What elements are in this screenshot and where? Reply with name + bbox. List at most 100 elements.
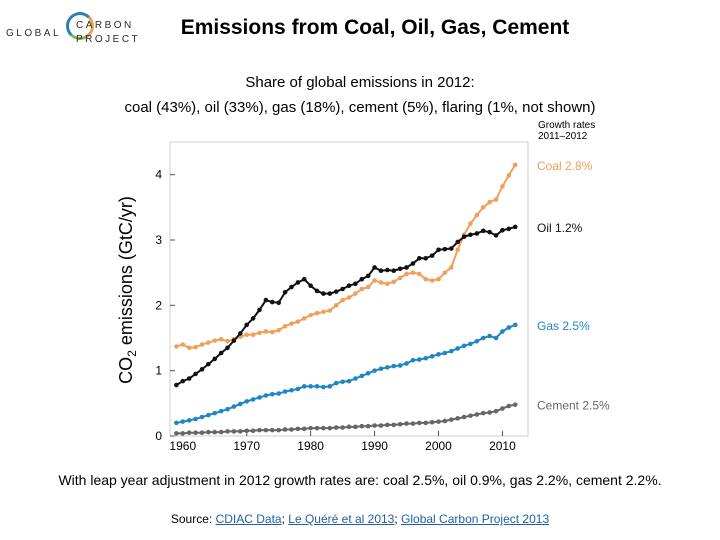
data-point-gas: [506, 325, 512, 330]
y-axis-label: CO2 emissions (GtC/yr): [116, 196, 139, 384]
data-point-cement: [257, 427, 262, 433]
subtitle-line-1: Share of global emissions in 2012:: [245, 74, 475, 91]
series-layer: [174, 162, 518, 436]
y-tick-label: 3: [155, 233, 162, 247]
data-point-cement: [353, 424, 358, 430]
data-point-coal: [289, 321, 294, 326]
data-point-gas: [282, 389, 288, 394]
data-point-coal: [442, 270, 448, 275]
data-point-cement: [308, 425, 313, 431]
data-point-gas: [231, 404, 237, 409]
data-point-gas: [263, 393, 269, 398]
x-tick-label: 2010: [489, 439, 516, 453]
series-line-coal: [176, 164, 517, 349]
data-point-cement: [199, 430, 205, 436]
data-point-oil: [314, 288, 320, 294]
data-point-oil: [455, 239, 460, 245]
data-point-coal: [493, 197, 499, 202]
data-point-coal: [186, 345, 192, 351]
data-point-gas: [244, 399, 250, 404]
le-quere-link[interactable]: Le Quéré et al 2013: [288, 512, 395, 526]
data-point-oil: [231, 338, 237, 343]
data-point-oil: [404, 265, 409, 270]
y-tick-label: 2: [155, 298, 162, 312]
data-point-gas: [410, 357, 416, 363]
data-point-cement: [301, 426, 307, 432]
data-point-coal: [250, 332, 256, 338]
data-point-coal: [206, 340, 211, 345]
data-point-gas: [276, 391, 281, 396]
data-point-coal: [410, 270, 416, 275]
data-point-oil: [340, 286, 345, 292]
data-point-cement: [461, 414, 467, 420]
y-axis-label-rest: emissions (GtC/yr): [116, 196, 136, 350]
data-point-oil: [295, 280, 301, 285]
data-point-cement: [295, 426, 301, 432]
axes: 1960 1970 1980 1990 2000 2010 0 1 2 3 4: [155, 168, 516, 453]
data-point-oil: [333, 289, 339, 294]
data-point-gas: [480, 335, 486, 341]
data-point-oil: [468, 232, 473, 238]
data-point-gas: [493, 335, 499, 341]
data-point-oil: [378, 268, 384, 274]
x-tick-label: 1960: [169, 439, 196, 453]
data-point-gas: [372, 368, 377, 373]
data-point-oil: [461, 234, 467, 240]
series-label-cement: Cement 2.5%: [537, 399, 610, 413]
data-point-cement: [359, 423, 365, 429]
data-point-coal: [327, 308, 333, 313]
data-point-oil: [225, 345, 230, 351]
data-point-gas: [314, 384, 320, 389]
data-point-cement: [244, 428, 250, 434]
data-point-cement: [385, 422, 390, 428]
data-point-oil: [506, 226, 512, 232]
data-point-cement: [487, 410, 492, 415]
series-label-coal: Coal 2.8%: [537, 159, 593, 173]
source-separator-2: ;: [394, 512, 402, 526]
data-point-coal: [423, 276, 429, 282]
global-carbon-project-logo: GLOBAL CARBON PROJECT: [6, 6, 138, 56]
data-point-coal: [340, 297, 345, 303]
data-point-coal: [500, 184, 505, 189]
data-point-cement: [455, 416, 460, 421]
cdiac-data-link[interactable]: CDIAC Data: [215, 512, 282, 526]
data-point-cement: [474, 412, 480, 417]
data-point-gas: [512, 322, 518, 328]
data-point-gas: [186, 418, 192, 423]
data-point-oil: [238, 331, 243, 336]
data-point-coal: [225, 338, 230, 344]
data-point-gas: [500, 329, 505, 334]
leap-year-note: With leap year adjustment in 2012 growth…: [58, 472, 662, 488]
data-point-cement: [512, 402, 518, 407]
data-point-coal: [487, 199, 492, 205]
series-line-oil: [175, 225, 516, 386]
data-point-coal: [321, 309, 326, 315]
data-point-coal: [282, 323, 288, 329]
data-point-coal: [199, 342, 205, 347]
data-point-oil: [429, 253, 435, 258]
y-axis-label-subscript: 2: [125, 350, 139, 357]
data-point-oil: [186, 376, 192, 381]
data-point-oil: [493, 233, 499, 238]
data-point-gas: [333, 380, 339, 386]
data-point-oil: [308, 283, 313, 289]
data-point-gas: [180, 419, 186, 424]
data-point-cement: [238, 429, 243, 434]
data-point-coal: [244, 332, 250, 338]
data-point-gas: [238, 401, 243, 407]
global-carbon-project-link[interactable]: Global Carbon Project 2013: [401, 512, 550, 526]
data-point-coal: [193, 344, 198, 350]
data-point-gas: [455, 346, 460, 351]
data-point-cement: [263, 427, 269, 433]
data-point-coal: [269, 329, 275, 335]
data-point-coal: [429, 278, 435, 283]
data-point-oil: [353, 281, 358, 287]
data-point-cement: [417, 420, 422, 426]
data-point-coal: [333, 303, 339, 308]
data-point-gas: [206, 412, 211, 418]
data-point-oil: [512, 224, 518, 230]
data-point-gas: [295, 386, 301, 392]
data-point-oil: [180, 378, 186, 384]
data-point-cement: [391, 422, 397, 428]
data-point-cement: [231, 429, 237, 434]
